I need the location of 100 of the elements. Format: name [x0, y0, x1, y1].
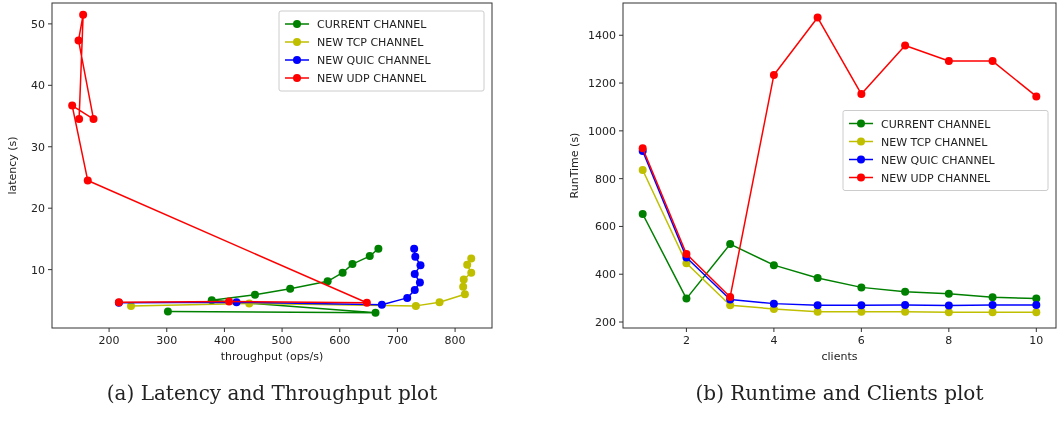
point [988, 308, 997, 317]
legend-label: NEW QUIC CHANNEL [881, 153, 996, 167]
x-tick-label: 800 [444, 334, 466, 347]
point [857, 301, 866, 310]
point [638, 210, 647, 219]
point [944, 57, 953, 66]
y-tick-label: 1200 [588, 77, 616, 91]
x-axis-title: throughput (ops/s) [220, 350, 324, 363]
point [410, 285, 419, 294]
point [813, 13, 822, 22]
point [403, 293, 412, 302]
point [682, 294, 691, 303]
point [988, 293, 997, 302]
point [79, 10, 88, 19]
legend-label: NEW UDP CHANNEL [317, 72, 428, 85]
point [411, 252, 420, 261]
point [459, 282, 468, 291]
point [377, 300, 386, 309]
point [901, 301, 910, 310]
point [813, 274, 822, 283]
point [411, 301, 420, 310]
x-tick-label: 300 [156, 334, 178, 347]
legend-label: CURRENT CHANNEL [881, 117, 992, 131]
x-tick-label: 4 [770, 334, 778, 347]
point [944, 289, 953, 298]
point [435, 298, 444, 307]
point [857, 283, 866, 292]
point [988, 57, 997, 66]
legend-label: NEW UDP CHANNEL [881, 171, 992, 185]
point [857, 90, 866, 99]
y-tick-label: 30 [31, 140, 45, 154]
point [410, 244, 419, 253]
y-tick-label: 400 [595, 268, 616, 282]
point [769, 70, 778, 79]
point [769, 299, 778, 308]
text: (b) Runtime and Clients plot [695, 381, 984, 405]
y-tick-label: 10 [31, 263, 45, 277]
y-tick-label: 1000 [588, 124, 616, 138]
y-tick-label: 1400 [588, 29, 616, 43]
point [374, 244, 383, 253]
y-tick-label: 50 [31, 17, 45, 31]
point [769, 261, 778, 270]
point [857, 307, 866, 316]
y-tick-label: 200 [595, 316, 616, 330]
point [901, 41, 910, 50]
x-axis-title: clients [821, 350, 858, 363]
point [944, 301, 953, 310]
point [83, 176, 92, 185]
text: (a) Latency and Throughput plot [106, 381, 438, 405]
point [68, 101, 77, 110]
y-tick-label: 40 [31, 79, 45, 93]
point [362, 298, 371, 307]
point [338, 268, 347, 277]
x-tick-label: 6 [857, 334, 865, 347]
point [323, 277, 332, 286]
point [1032, 92, 1041, 101]
x-tick-label: 8 [945, 334, 953, 347]
legend-label: NEW TCP CHANNEL [317, 36, 425, 49]
point [638, 166, 647, 175]
point [74, 36, 83, 45]
point [944, 308, 953, 317]
point [250, 290, 259, 299]
point [813, 301, 822, 310]
y-tick-label: 800 [595, 172, 616, 186]
x-tick-label: 700 [386, 334, 408, 347]
point [988, 301, 997, 310]
point [286, 284, 295, 293]
point [726, 240, 735, 249]
x-tick-label: 400 [213, 334, 235, 347]
point [459, 275, 468, 284]
point [467, 268, 476, 277]
point [416, 261, 425, 270]
x-tick-label: 600 [329, 334, 351, 347]
point [682, 249, 691, 258]
point [365, 252, 374, 261]
point [460, 290, 469, 299]
x-tick-label: 2 [682, 334, 690, 347]
point [901, 307, 910, 316]
legend-label: CURRENT CHANNEL [317, 18, 428, 31]
x-tick-label: 500 [271, 334, 293, 347]
point [163, 307, 172, 316]
x-tick-label: 200 [98, 334, 120, 347]
point [901, 287, 910, 296]
point [467, 254, 476, 263]
point [371, 308, 380, 317]
point [225, 297, 234, 306]
point [348, 260, 357, 269]
legend-label: NEW TCP CHANNEL [881, 135, 989, 149]
point [410, 269, 419, 278]
y-tick-label: 20 [31, 202, 45, 216]
point [463, 260, 472, 269]
point [415, 278, 424, 287]
point [75, 115, 84, 124]
point [89, 115, 98, 124]
point [1032, 301, 1041, 310]
legend-label: NEW QUIC CHANNEL [317, 54, 432, 67]
y-tick-label: 600 [595, 220, 616, 234]
point [1032, 308, 1041, 317]
x-tick-label: 10 [1029, 334, 1044, 347]
y-axis-title: latency (s) [6, 136, 19, 195]
